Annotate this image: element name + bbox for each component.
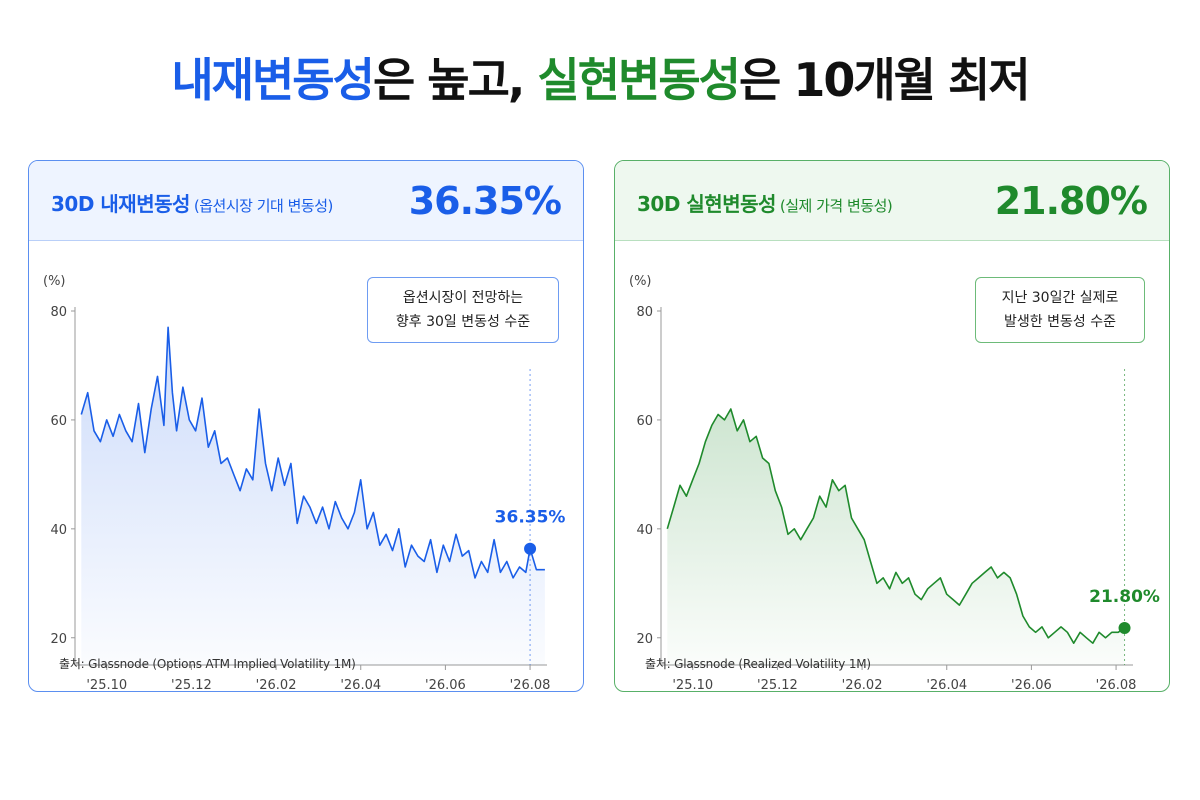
implied-series-line (80, 326, 545, 579)
page-headline: 내재변동성은 높고, 실현변동성은 10개월 최저 (0, 44, 1200, 110)
realized-subtitle: (실제 가격 변동성) (779, 197, 893, 215)
implied-x-tick-label-4: '26.06 (425, 678, 466, 692)
implied-value: 36.35% (408, 179, 562, 223)
realized-card-header: 30D 실현변동성 (실제 가격 변동성) 21.80% (615, 161, 1169, 241)
realized-series-line (666, 408, 1125, 644)
headline-realized: 실현변동성 (537, 53, 741, 107)
realized-y-tick-label-80: 80 (636, 305, 653, 320)
implied-x-tick-label-3: '26.04 (340, 678, 381, 692)
realized-title-text: 30D 실현변동성 (637, 192, 776, 216)
realized-x-tick-label-5: '26.08 (1096, 678, 1137, 692)
implied-y-tick-label-60: 60 (50, 414, 67, 429)
realized-x-tick-label-0: '25.10 (672, 678, 713, 692)
realized-volatility-chart: (%) 20 40 60 80 '25.10 '25.12 '26.02 '26.04 '26.0… (629, 274, 1160, 692)
realized-y-axis-label: (%) (629, 274, 652, 289)
realized-volatility-card: 30D 실현변동성 (실제 가격 변동성) 21.80% (%) 20 40 60 80 '… (614, 160, 1170, 692)
implied-title-text: 30D 내재변동성 (51, 192, 190, 216)
realized-y-tick-label-20: 20 (636, 632, 653, 647)
realized-callout-line1: 지난 30일간 실제로 (1001, 290, 1119, 306)
implied-x-tick-label-2: '26.02 (256, 678, 297, 692)
realized-source: 출처: Glassnode (Realized Volatility 1M) (645, 657, 871, 671)
headline-text-2: 은 10개월 최저 (739, 53, 1031, 107)
implied-volatility-card: 30D 내재변동성 (옵션시장 기대 변동성) 36.35% (%) 20 40 60 8… (28, 160, 584, 692)
implied-callout-line1: 옵션시장이 전망하는 (402, 290, 524, 306)
implied-end-marker (524, 542, 537, 555)
realized-x-tick-label-2: '26.02 (842, 678, 883, 692)
implied-x-tick-label-5: '26.08 (510, 678, 551, 692)
implied-card-header: 30D 내재변동성 (옵션시장 기대 변동성) 36.35% (29, 161, 583, 241)
implied-callout: 옵션시장이 전망하는 향후 30일 변동성 수준 (367, 277, 559, 343)
implied-volatility-chart: (%) 20 40 60 80 '25.10 '25.12 '26.02 '26.04 '26.0… (43, 274, 566, 692)
implied-y-tick-label-20: 20 (50, 632, 67, 647)
realized-value: 21.80% (994, 179, 1148, 223)
realized-callout-line2: 발생한 변동성 수준 (1004, 314, 1116, 330)
implied-subtitle: (옵션시장 기대 변동성) (193, 197, 333, 215)
implied-y-tick-label-40: 40 (50, 523, 67, 538)
realized-callout: 지난 30일간 실제로 발생한 변동성 수준 (975, 277, 1145, 343)
realized-x-tick-label-4: '26.06 (1011, 678, 1052, 692)
realized-end-label: 21.80% (1089, 587, 1160, 607)
headline-text-1: 은 높고, (372, 53, 538, 107)
realized-y-tick-label-40: 40 (636, 523, 653, 538)
realized-y-tick-label-60: 60 (636, 414, 653, 429)
implied-x-tick-label-1: '25.12 (171, 678, 212, 692)
realized-x-tick-label-1: '25.12 (757, 678, 798, 692)
implied-y-axis-label: (%) (43, 274, 66, 289)
implied-callout-line2: 향후 30일 변동성 수준 (395, 314, 531, 330)
realized-end-marker (1118, 621, 1131, 634)
realized-x-tick-label-3: '26.04 (926, 678, 967, 692)
implied-card-title: 30D 내재변동성 (옵션시장 기대 변동성) (51, 188, 333, 217)
implied-series-area (81, 327, 545, 665)
implied-source: 출처: Glassnode (Options ATM Implied Volat… (59, 657, 356, 671)
implied-y-tick-label-80: 80 (50, 305, 67, 320)
realized-series-area (667, 409, 1125, 665)
headline-implied: 내재변동성 (171, 53, 375, 107)
realized-card-title: 30D 실현변동성 (실제 가격 변동성) (637, 188, 893, 217)
implied-end-label: 36.35% (495, 508, 566, 528)
implied-x-tick-label-0: '25.10 (86, 678, 127, 692)
